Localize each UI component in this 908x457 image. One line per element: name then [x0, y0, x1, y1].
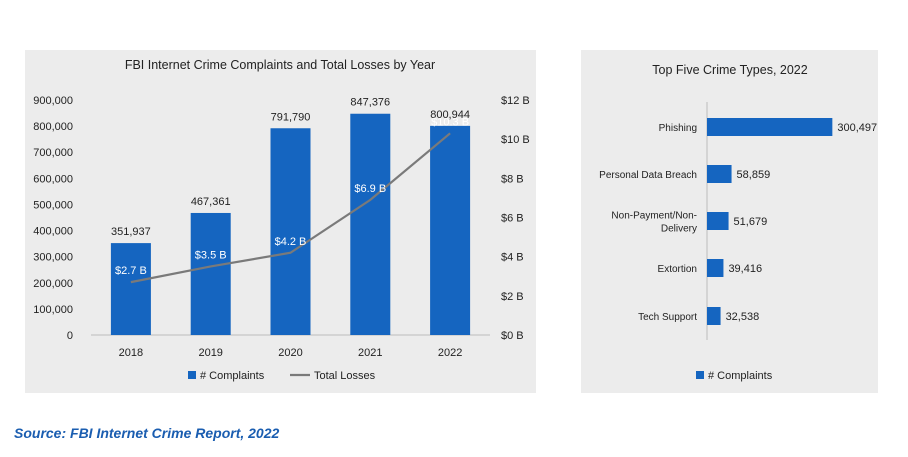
crime-type-data-label: 51,679	[734, 216, 768, 228]
y-left-tick-label: 900,000	[33, 95, 73, 107]
y-right-tick-label: $10 B	[501, 134, 530, 146]
y-right-tick-label: $4 B	[501, 252, 524, 264]
y-left-tick-label: 600,000	[33, 173, 73, 185]
source-caption: Source: FBI Internet Crime Report, 2022	[14, 425, 280, 441]
complaints-bar	[110, 243, 151, 335]
complaints-data-label: 467,361	[191, 196, 231, 208]
crime-type-category-label: Extortion	[658, 264, 697, 275]
top-crime-types-chart-panel: Top Five Crime Types, 2022 300,497 Phishin…	[581, 50, 878, 393]
legend-complaints-label: # Complaints	[200, 370, 265, 382]
y-left-tick-label: 500,000	[33, 199, 73, 211]
legend-complaints-label: # Complaints	[708, 370, 773, 382]
complaints-bar	[350, 113, 391, 335]
complaints-data-label: 847,376	[350, 97, 390, 109]
crime-type-bar	[707, 165, 732, 183]
complaints-bar	[190, 212, 231, 335]
total-losses-data-label: $3.5 B	[195, 249, 227, 261]
crime-type-category-label: Non-Payment/Non-	[611, 211, 697, 222]
y-left-tick-label: 700,000	[33, 147, 73, 159]
y-right-tick-label: $0 B	[501, 330, 524, 342]
crime-type-category-label: Tech Support	[638, 312, 697, 323]
complaints-data-label: 351,937	[111, 226, 151, 238]
chart-title: Top Five Crime Types, 2022	[652, 63, 807, 77]
complaints-data-label: 800,944	[430, 109, 470, 121]
legend-losses-label: Total Losses	[314, 370, 376, 382]
complaints-data-label: 791,790	[271, 111, 311, 123]
x-tick-label: 2022	[438, 347, 462, 359]
complaints-bar	[270, 128, 311, 335]
crime-type-data-label: 58,859	[737, 169, 771, 181]
crime-type-bar	[707, 118, 833, 136]
y-right-tick-label: $2 B	[501, 291, 524, 303]
complaints-losses-chart-panel: FBI Internet Crime Complaints and Total …	[25, 50, 536, 393]
legend-complaints-swatch	[188, 371, 196, 379]
x-tick-label: 2020	[278, 347, 302, 359]
legend-complaints-swatch	[696, 371, 704, 379]
x-tick-label: 2018	[119, 347, 143, 359]
x-tick-label: 2021	[358, 347, 382, 359]
y-left-tick-label: 100,000	[33, 304, 73, 316]
y-left-tick-label: 0	[67, 330, 73, 342]
complaints-bar	[430, 125, 471, 335]
chart-title: FBI Internet Crime Complaints and Total …	[125, 58, 435, 72]
crime-type-bar	[707, 307, 721, 325]
crime-type-category-label: Phishing	[659, 123, 697, 134]
y-left-tick-label: 400,000	[33, 226, 73, 238]
complaints-losses-chart: FBI Internet Crime Complaints and Total …	[33, 58, 530, 382]
y-right-tick-label: $6 B	[501, 213, 524, 225]
crime-type-data-label: 300,497	[837, 122, 877, 134]
y-left-tick-label: 200,000	[33, 278, 73, 290]
x-tick-label: 2019	[198, 347, 222, 359]
y-right-tick-label: $8 B	[501, 173, 524, 185]
total-losses-data-label: $10.3 B	[431, 116, 469, 128]
y-right-tick-label: $12 B	[501, 95, 530, 107]
crime-type-bar	[707, 259, 724, 277]
y-left-tick-label: 300,000	[33, 252, 73, 264]
total-losses-data-label: $4.2 B	[275, 236, 307, 248]
top-crime-types-chart: Top Five Crime Types, 2022 300,497 Phishin…	[599, 63, 877, 382]
crime-type-category-label: Personal Data Breach	[599, 170, 697, 181]
crime-type-bar	[707, 212, 729, 230]
crime-type-data-label: 39,416	[728, 263, 762, 275]
total-losses-data-label: $2.7 B	[115, 265, 147, 277]
crime-type-category-label: Delivery	[661, 224, 697, 235]
crime-type-data-label: 32,538	[726, 311, 760, 323]
y-left-tick-label: 800,000	[33, 121, 73, 133]
total-losses-data-label: $6.9 B	[354, 183, 386, 195]
